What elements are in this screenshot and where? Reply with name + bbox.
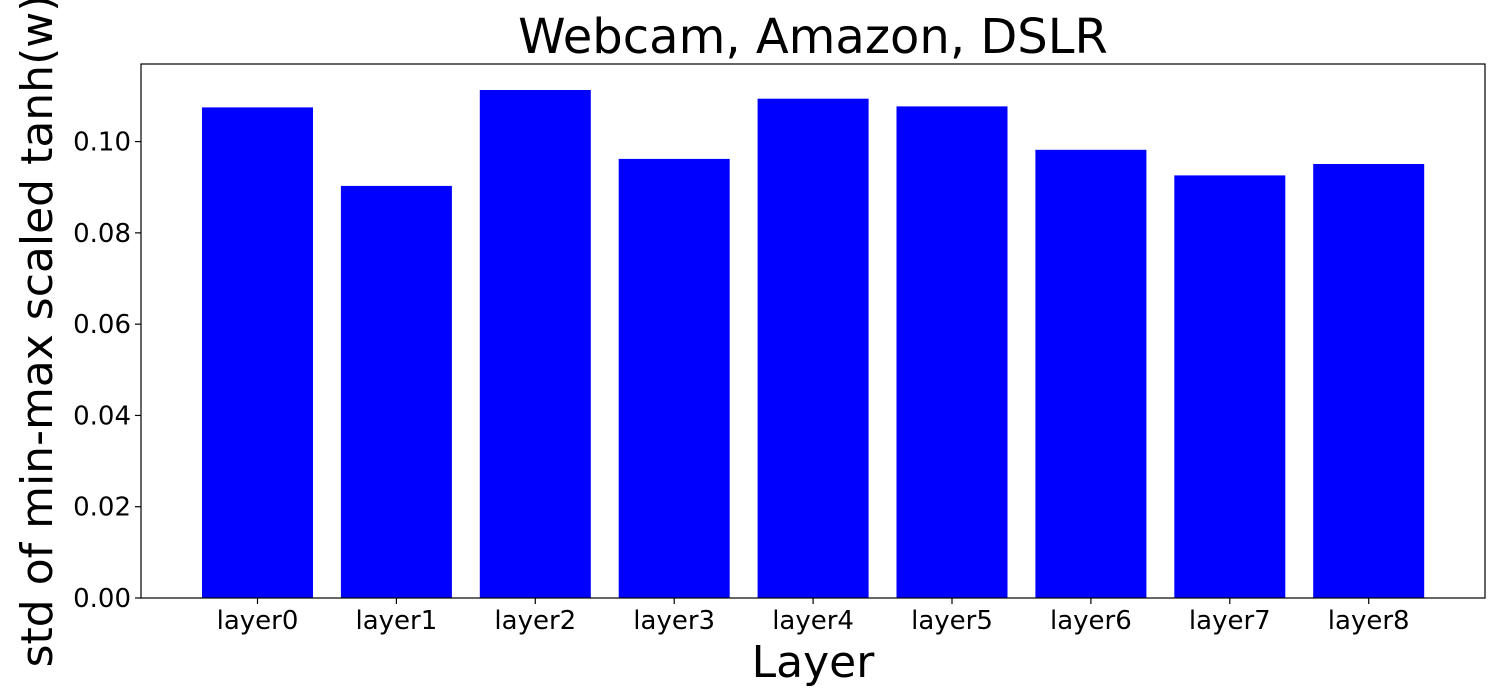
plot-area-frame	[140, 63, 1486, 599]
bar-layer4	[757, 98, 869, 598]
y-tick-label: 0.08	[73, 219, 131, 249]
y-axis-label: std of min-max scaled tanh(w)	[12, 0, 63, 667]
bar-group	[202, 90, 1425, 599]
x-axis-ticks: layer0 layer1 layer2 layer3 layer4 layer5 laye…	[217, 598, 1410, 636]
y-tick-label: 0.02	[73, 493, 131, 523]
bar-layer6	[1035, 149, 1147, 599]
y-tick-label: 0.06	[73, 310, 131, 340]
bar-layer2	[479, 90, 591, 598]
x-tick-label: layer8	[1328, 606, 1410, 636]
x-tick-label: layer0	[217, 606, 299, 636]
x-tick-label: layer7	[1189, 606, 1271, 636]
chart-title: Webcam, Amazon, DSLR	[518, 9, 1108, 65]
bar-layer0	[202, 107, 313, 599]
bar-layer5	[896, 106, 1008, 599]
x-tick-label: layer2	[494, 606, 576, 636]
x-tick-label: layer5	[911, 606, 993, 636]
bar-layer3	[618, 158, 730, 598]
bar-layer1	[340, 185, 452, 598]
x-tick-label: layer1	[356, 606, 438, 636]
y-tick-label: 0.10	[73, 128, 131, 158]
x-axis-label: Layer	[752, 637, 876, 688]
x-tick-label: layer6	[1050, 606, 1132, 636]
bar-layer8	[1313, 164, 1425, 598]
bar-layer7	[1174, 175, 1286, 598]
y-tick-label: 0.04	[73, 401, 131, 431]
x-tick-label: layer4	[772, 606, 854, 636]
x-tick-label: layer3	[633, 606, 715, 636]
y-axis-ticks: 0.00 0.02 0.04 0.06 0.08 0.10	[73, 128, 141, 614]
y-tick-label: 0.00	[73, 584, 131, 614]
